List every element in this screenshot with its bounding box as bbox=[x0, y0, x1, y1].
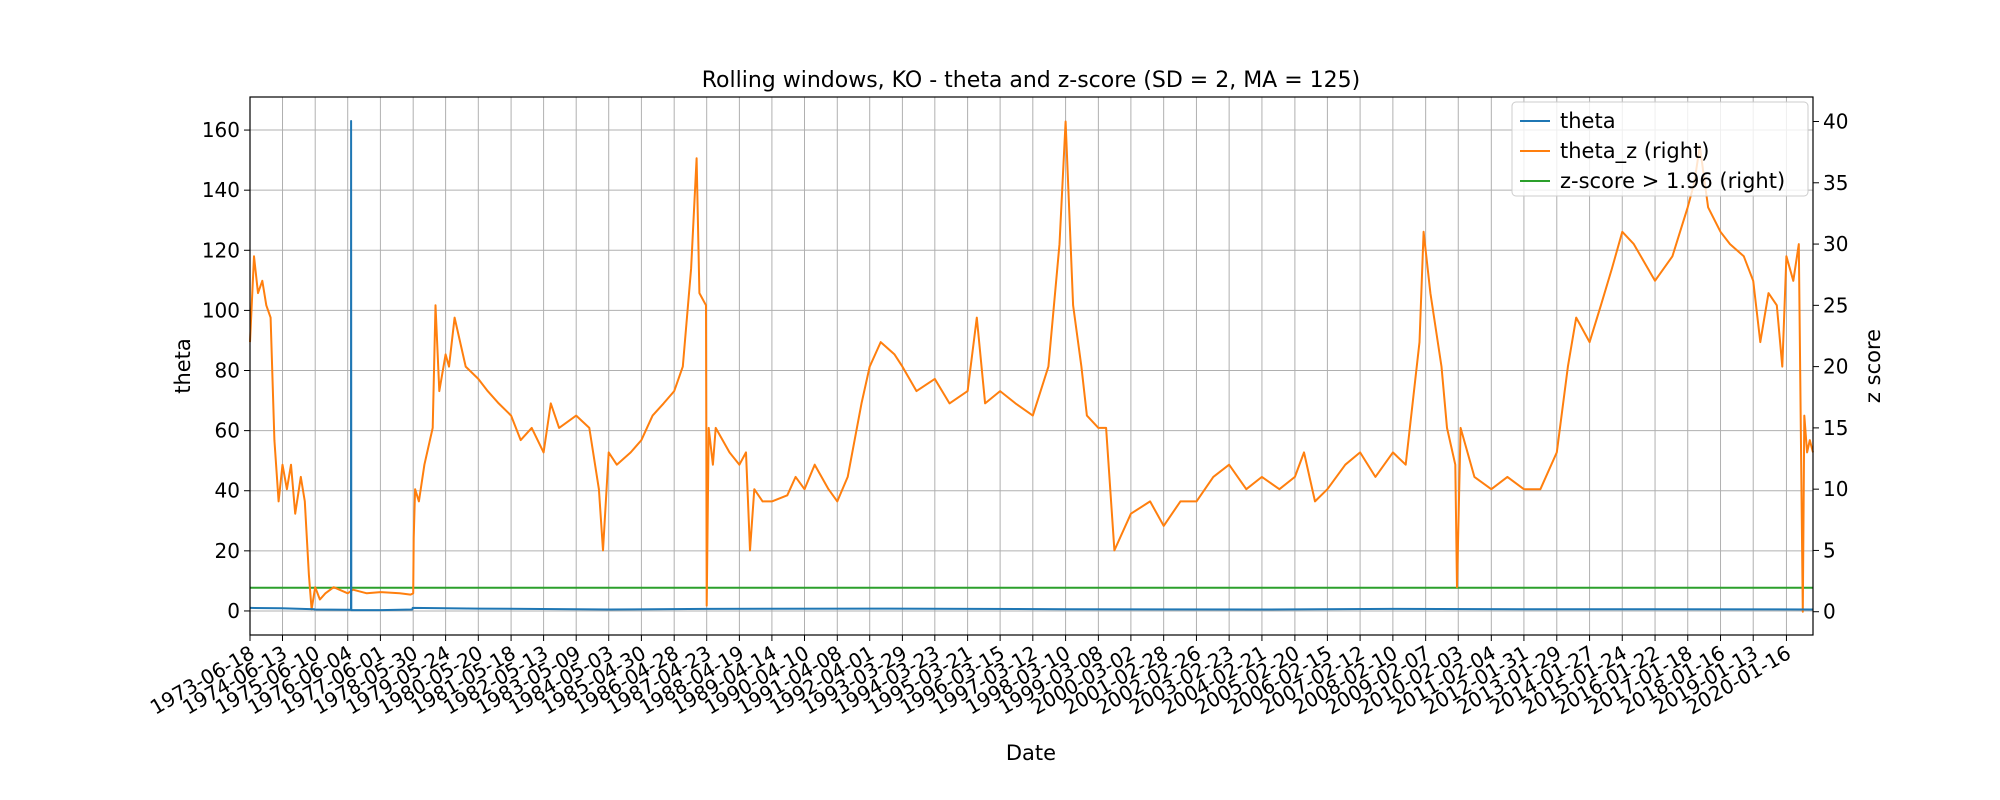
legend-box bbox=[1511, 101, 1809, 197]
left-tick-label: 60 bbox=[215, 419, 240, 443]
left-tick-label: 100 bbox=[202, 298, 240, 322]
right-axis: 0 5 10 15 20 25 30 35 40 bbox=[1813, 110, 1848, 624]
plot-frame bbox=[249, 96, 1814, 636]
right-tick-label: 15 bbox=[1823, 416, 1848, 440]
left-axis: 0 20 40 60 80 100 120 140 160 bbox=[202, 118, 250, 623]
right-tick-label: 40 bbox=[1823, 110, 1848, 134]
left-tick-label: 140 bbox=[202, 178, 240, 202]
right-tick-label: 5 bbox=[1823, 538, 1836, 562]
legend-label-theta-z: theta_z (right) bbox=[1560, 139, 1710, 164]
right-tick-label: 0 bbox=[1823, 600, 1836, 624]
chart-title: Rolling windows, KO - theta and z-score … bbox=[702, 68, 1360, 93]
left-axis-title: theta bbox=[171, 338, 195, 394]
right-tick-label: 25 bbox=[1823, 293, 1848, 317]
left-tick-label: 40 bbox=[215, 479, 240, 503]
left-tick-label: 80 bbox=[215, 359, 240, 383]
right-axis-title: z score bbox=[1861, 329, 1885, 403]
legend-label-theta: theta bbox=[1560, 109, 1616, 133]
legend-label-z-threshold: z-score > 1.96 (right) bbox=[1560, 169, 1785, 193]
right-tick-label: 30 bbox=[1823, 232, 1848, 256]
left-tick-label: 160 bbox=[202, 118, 240, 142]
left-tick-label: 0 bbox=[227, 599, 240, 623]
x-axis: 1973-06-181974-06-131975-06-101976-06-04… bbox=[146, 635, 1795, 719]
right-tick-label: 10 bbox=[1823, 477, 1848, 501]
left-tick-label: 20 bbox=[215, 539, 240, 563]
series-layer bbox=[249, 120, 1814, 613]
right-tick-label: 35 bbox=[1823, 171, 1848, 195]
right-tick-label: 20 bbox=[1823, 355, 1848, 379]
x-axis-title: Date bbox=[1006, 741, 1056, 765]
left-tick-label: 120 bbox=[202, 238, 240, 262]
legend: theta theta_z (right) z-score > 1.96 (ri… bbox=[1511, 101, 1809, 197]
series-line-0 bbox=[249, 120, 1814, 612]
series-line-1 bbox=[249, 120, 1814, 613]
